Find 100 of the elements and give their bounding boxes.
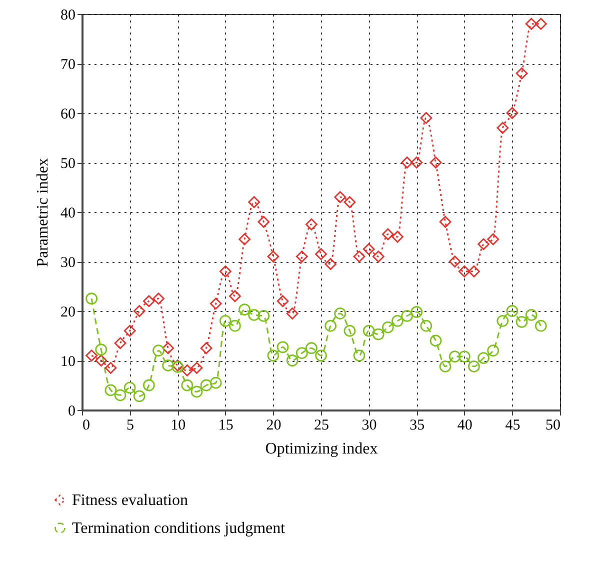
y-tick-label: 50 xyxy=(60,156,76,172)
point xyxy=(468,360,480,372)
point xyxy=(420,112,432,124)
point xyxy=(86,292,98,305)
point xyxy=(124,382,136,394)
point xyxy=(133,390,146,402)
point xyxy=(534,320,547,332)
point xyxy=(267,250,280,262)
point xyxy=(248,196,260,208)
point xyxy=(133,305,146,317)
point xyxy=(439,216,452,228)
x-tick-label: 15 xyxy=(218,418,234,434)
point xyxy=(219,265,232,278)
point xyxy=(124,324,136,337)
point xyxy=(362,243,375,256)
point xyxy=(190,386,203,398)
y-tick-label: 20 xyxy=(60,304,76,320)
point xyxy=(534,18,547,30)
point xyxy=(210,298,222,310)
point xyxy=(324,320,337,332)
point xyxy=(525,18,538,30)
point xyxy=(334,191,346,204)
y-tick-label: 70 xyxy=(60,57,76,73)
point xyxy=(142,379,155,392)
point xyxy=(353,350,366,362)
point xyxy=(468,265,480,278)
point xyxy=(229,290,241,302)
point xyxy=(344,324,356,337)
point xyxy=(248,309,260,321)
y-axis-title: Parametric index xyxy=(34,158,52,267)
point xyxy=(439,360,452,372)
point xyxy=(276,295,289,308)
point xyxy=(286,308,298,320)
x-axis-title: Optimizing index xyxy=(265,440,378,458)
point xyxy=(430,334,442,347)
point xyxy=(258,216,270,228)
point xyxy=(525,309,538,321)
point xyxy=(372,250,384,262)
y-tick-label: 30 xyxy=(60,255,76,271)
point xyxy=(181,379,194,392)
point xyxy=(305,342,318,354)
point xyxy=(296,347,308,360)
point xyxy=(305,218,318,230)
point xyxy=(487,233,500,246)
point xyxy=(506,107,518,119)
point xyxy=(162,342,174,354)
point xyxy=(114,389,126,402)
x-tick-label: 25 xyxy=(314,418,329,434)
point xyxy=(114,337,126,350)
point xyxy=(219,314,232,327)
point xyxy=(516,316,528,328)
point xyxy=(95,354,108,366)
x-tick-label: 30 xyxy=(362,418,377,434)
point xyxy=(401,310,413,322)
point xyxy=(104,384,117,396)
point xyxy=(200,342,212,354)
x-tick-label: 20 xyxy=(266,418,282,434)
point xyxy=(372,328,384,340)
point xyxy=(430,156,442,168)
point xyxy=(95,344,108,356)
point xyxy=(86,350,98,362)
x-tick-label: 45 xyxy=(505,418,520,434)
point xyxy=(410,156,423,168)
point xyxy=(344,196,356,208)
point xyxy=(448,256,461,268)
point xyxy=(392,314,404,327)
point xyxy=(487,344,500,357)
point xyxy=(506,305,518,317)
point xyxy=(410,306,423,318)
point xyxy=(448,350,461,362)
point xyxy=(478,352,490,364)
point xyxy=(238,304,250,316)
y-tick-label: 10 xyxy=(60,354,76,370)
point xyxy=(458,265,470,278)
point xyxy=(190,362,203,374)
y-tick-label: 80 xyxy=(60,8,76,24)
point xyxy=(420,320,432,332)
point xyxy=(258,310,270,322)
point xyxy=(238,233,250,246)
x-tick-label: 50 xyxy=(546,418,560,434)
y-tick-label: 0 xyxy=(68,404,76,420)
y-tick-label: 60 xyxy=(60,106,76,122)
point xyxy=(362,324,375,337)
point xyxy=(496,314,509,327)
point xyxy=(181,364,194,376)
point xyxy=(382,228,394,240)
point xyxy=(353,250,366,262)
point xyxy=(315,248,327,260)
x-tick-label: 10 xyxy=(170,418,186,434)
point xyxy=(229,320,241,332)
point xyxy=(478,238,490,250)
point xyxy=(296,250,308,262)
point xyxy=(142,295,155,308)
legend-label: Termination conditions judgment xyxy=(72,520,286,537)
point xyxy=(104,362,117,374)
point xyxy=(496,122,509,134)
point xyxy=(315,350,327,362)
legend-label: Fitness evaluation xyxy=(72,492,188,509)
x-tick-label: 35 xyxy=(410,418,425,434)
point xyxy=(152,292,164,305)
